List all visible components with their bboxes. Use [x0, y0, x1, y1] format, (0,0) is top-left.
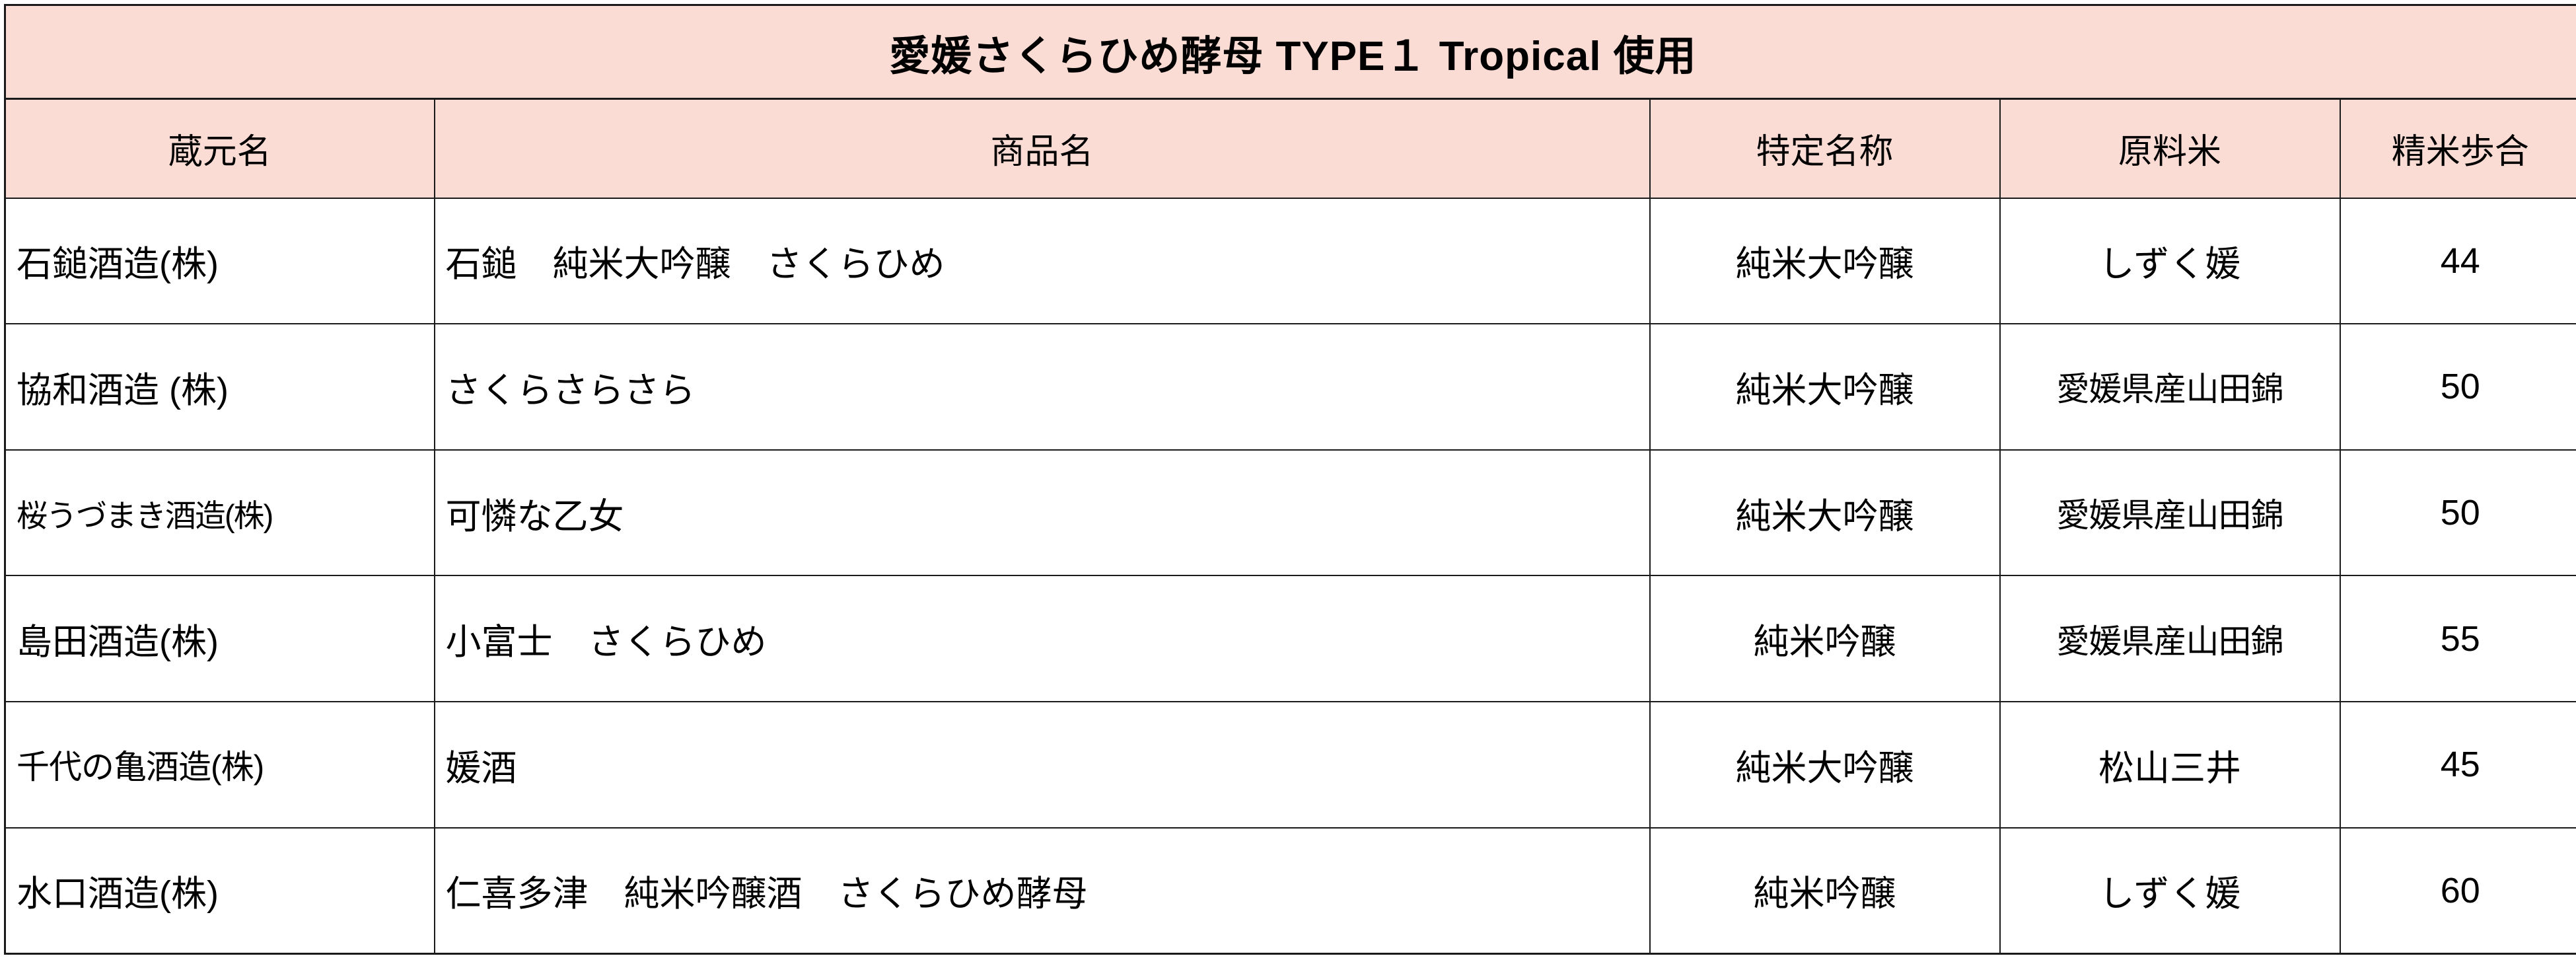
grade-name: 純米大吟醸: [1735, 370, 1914, 410]
brewery-name: 石鎚酒造(株): [17, 244, 219, 285]
cell-product: 小富士 さくらひめ: [433, 575, 1651, 703]
rice-name: 松山三井: [2098, 748, 2241, 788]
polish-ratio: 60: [2440, 870, 2480, 910]
cell-rice: 松山三井: [1999, 701, 2341, 829]
product-name: 石鎚 純米大吟醸 さくらひめ: [445, 244, 945, 285]
cell-polish: 50: [2339, 323, 2576, 451]
table-row: 水口酒造(株) 仁喜多津 純米吟醸酒 さくらひめ酵母 純米吟醸 しずく媛 60: [4, 827, 2576, 955]
cell-polish: 50: [2339, 449, 2576, 577]
brewery-name: 島田酒造(株): [17, 622, 219, 663]
grade-name: 純米吟醸: [1753, 874, 1896, 914]
polish-ratio: 50: [2440, 493, 2480, 533]
cell-product: 可憐な乙女: [433, 449, 1651, 577]
table-row: 協和酒造 (株) さくらさらさら 純米大吟醸 愛媛県産山田錦 50: [4, 323, 2576, 451]
cell-brewery: 協和酒造 (株): [4, 323, 435, 451]
cell-polish: 55: [2339, 575, 2576, 703]
cell-grade: 純米吟醸: [1649, 575, 2001, 703]
cell-product: 石鎚 純米大吟醸 さくらひめ: [433, 197, 1651, 325]
table-row: 千代の亀酒造(株) 媛酒 純米大吟醸 松山三井 45: [4, 701, 2576, 829]
table-title-row: 愛媛さくらひめ酵母 TYPE１ Tropical 使用: [4, 4, 2576, 100]
cell-polish: 44: [2339, 197, 2576, 325]
cell-brewery: 水口酒造(株): [4, 827, 435, 955]
cell-rice: しずく媛: [1999, 827, 2341, 955]
brewery-name: 水口酒造(株): [17, 874, 219, 914]
column-header-polish: 精米歩合: [2339, 98, 2576, 199]
rice-name: しずく媛: [2098, 874, 2241, 914]
grade-name: 純米大吟醸: [1735, 496, 1914, 536]
cell-brewery: 石鎚酒造(株): [4, 197, 435, 325]
cell-grade: 純米大吟醸: [1649, 197, 2001, 325]
cell-grade: 純米大吟醸: [1649, 449, 2001, 577]
brewery-name: 千代の亀酒造(株): [17, 749, 264, 786]
product-name: さくらさらさら: [445, 370, 696, 410]
product-name: 仁喜多津 純米吟醸酒 さくらひめ酵母: [445, 874, 1088, 914]
cell-rice: 愛媛県産山田錦: [1999, 575, 2341, 703]
column-header-rice: 原料米: [1999, 98, 2341, 199]
cell-rice: しずく媛: [1999, 197, 2341, 325]
column-header-grade: 特定名称: [1649, 98, 2001, 199]
polish-ratio: 50: [2440, 367, 2480, 407]
table-row: 島田酒造(株) 小富士 さくらひめ 純米吟醸 愛媛県産山田錦 55: [4, 575, 2576, 703]
table-row: 桜うづまき酒造(株) 可憐な乙女 純米大吟醸 愛媛県産山田錦 50: [4, 449, 2576, 577]
grade-name: 純米大吟醸: [1735, 748, 1914, 788]
product-name: 媛酒: [445, 748, 517, 788]
grade-name: 純米吟醸: [1753, 622, 1896, 663]
brewery-name: 協和酒造 (株): [17, 370, 229, 410]
cell-rice: 愛媛県産山田錦: [1999, 449, 2341, 577]
rice-name: 愛媛県産山田錦: [2056, 371, 2284, 408]
page-title: 愛媛さくらひめ酵母 TYPE１ Tropical 使用: [4, 4, 2576, 100]
grade-name: 純米大吟醸: [1735, 244, 1914, 285]
polish-ratio: 44: [2440, 240, 2480, 281]
cell-grade: 純米大吟醸: [1649, 701, 2001, 829]
cell-rice: 愛媛県産山田錦: [1999, 323, 2341, 451]
product-name: 小富士 さくらひめ: [445, 622, 767, 663]
cell-polish: 45: [2339, 701, 2576, 829]
rice-name: しずく媛: [2098, 244, 2241, 285]
polish-ratio: 55: [2440, 618, 2480, 659]
column-header-brewery: 蔵元名: [4, 98, 435, 199]
cell-brewery: 千代の亀酒造(株): [4, 701, 435, 829]
product-name: 可憐な乙女: [445, 496, 624, 536]
rice-name: 愛媛県産山田錦: [2056, 622, 2284, 660]
table-row: 石鎚酒造(株) 石鎚 純米大吟醸 さくらひめ 純米大吟醸 しずく媛 44: [4, 197, 2576, 325]
cell-product: 媛酒: [433, 701, 1651, 829]
brewery-name: 桜うづまき酒造(株): [17, 498, 273, 533]
cell-product: さくらさらさら: [433, 323, 1651, 451]
column-header-product: 商品名: [433, 98, 1651, 199]
cell-polish: 60: [2339, 827, 2576, 955]
polish-ratio: 45: [2440, 745, 2480, 785]
table-header-row: 蔵元名 商品名 特定名称 原料米 精米歩合: [4, 98, 2576, 199]
rice-name: 愛媛県産山田錦: [2056, 497, 2284, 535]
sake-product-table: 愛媛さくらひめ酵母 TYPE１ Tropical 使用 蔵元名 商品名 特定名称…: [4, 4, 2576, 955]
cell-brewery: 桜うづまき酒造(株): [4, 449, 435, 577]
cell-grade: 純米吟醸: [1649, 827, 2001, 955]
cell-grade: 純米大吟醸: [1649, 323, 2001, 451]
cell-brewery: 島田酒造(株): [4, 575, 435, 703]
cell-product: 仁喜多津 純米吟醸酒 さくらひめ酵母: [433, 827, 1651, 955]
